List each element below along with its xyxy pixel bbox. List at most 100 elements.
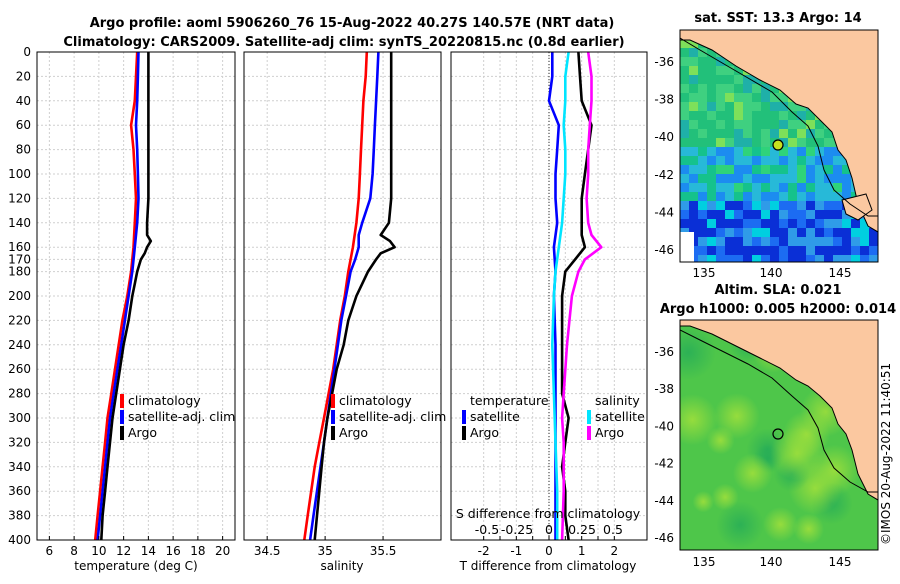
s-diff-label: S difference from climatology bbox=[456, 506, 641, 521]
sst-cell bbox=[689, 84, 698, 93]
t-diff-label: T difference from climatology bbox=[459, 559, 637, 573]
sst-cell bbox=[788, 246, 797, 255]
sst-cell bbox=[779, 228, 788, 237]
sst-cell bbox=[707, 138, 716, 147]
sst-cell bbox=[725, 84, 734, 93]
sst-cell bbox=[752, 147, 761, 156]
sst-cell bbox=[734, 84, 743, 93]
sst-cell bbox=[689, 75, 698, 84]
sst-cell bbox=[770, 174, 779, 183]
salinity-diff-legend: salinity satellite Argo bbox=[587, 393, 645, 440]
sst-cell bbox=[815, 192, 824, 201]
sst-cell bbox=[761, 138, 770, 147]
sst-cell bbox=[770, 201, 779, 210]
sst-cell bbox=[797, 120, 806, 129]
sst-cell bbox=[743, 192, 752, 201]
sst-cell bbox=[851, 237, 860, 246]
sst-cell bbox=[788, 165, 797, 174]
sst-cell bbox=[689, 111, 698, 120]
sst-map-ticks: -36 -38 -40 -42 -44 -46 135 140 145 bbox=[654, 55, 851, 280]
sst-cell bbox=[752, 237, 761, 246]
sst-cell bbox=[725, 246, 734, 255]
depth-tick-label: 170 bbox=[8, 252, 31, 266]
sst-cell bbox=[725, 75, 734, 84]
legend-salinity-title: salinity bbox=[595, 393, 640, 408]
sst-cell bbox=[752, 156, 761, 165]
sst-cell bbox=[707, 192, 716, 201]
sst-cell bbox=[734, 66, 743, 75]
sst-cell bbox=[824, 165, 833, 174]
sst-cell bbox=[743, 246, 752, 255]
sst-missing-cell bbox=[680, 232, 694, 262]
sst-cell bbox=[734, 246, 743, 255]
sst-cell bbox=[815, 120, 824, 129]
sst-cell bbox=[707, 93, 716, 102]
sst-cell bbox=[770, 129, 779, 138]
sst-cell bbox=[689, 192, 698, 201]
sst-cell bbox=[752, 174, 761, 183]
legend-swatch-t-argo bbox=[462, 426, 466, 440]
sst-cell bbox=[752, 210, 761, 219]
sst-cell bbox=[797, 192, 806, 201]
sst-cell bbox=[716, 111, 725, 120]
sst-cell bbox=[770, 246, 779, 255]
sst-cell bbox=[788, 183, 797, 192]
sst-cell bbox=[707, 48, 716, 57]
sst-cell bbox=[788, 228, 797, 237]
sst-cell bbox=[770, 156, 779, 165]
title-line-1: Argo profile: aoml 5906260_76 15-Aug-202… bbox=[90, 16, 615, 31]
sst-cell bbox=[707, 120, 716, 129]
sst-cell bbox=[680, 93, 689, 102]
sst-cell bbox=[851, 255, 860, 262]
sst-cell bbox=[788, 120, 797, 129]
sst-cell bbox=[734, 228, 743, 237]
sst-cell bbox=[824, 156, 833, 165]
sla-map-ticks: -36 -38 -40 -42 -44 -46 135 140 145 bbox=[654, 345, 851, 569]
sst-cell bbox=[716, 237, 725, 246]
sst-cell bbox=[734, 156, 743, 165]
series-line-satellite-adj-clim bbox=[96, 51, 140, 541]
sst-cell bbox=[743, 201, 752, 210]
sst-cell bbox=[815, 255, 824, 262]
sst-cell bbox=[806, 192, 815, 201]
sst-cell bbox=[779, 156, 788, 165]
sst-cell bbox=[698, 156, 707, 165]
map-lon-label: 135 bbox=[693, 555, 716, 569]
legend-temperature-title: temperature bbox=[470, 393, 549, 408]
temperature-panel: 6 8 10 12 14 16 18 20 temperature (deg C) clima… bbox=[36, 51, 236, 573]
sst-cell bbox=[833, 147, 842, 156]
series-line-salinity-satellite bbox=[550, 51, 570, 540]
sst-cell bbox=[815, 228, 824, 237]
sst-cell bbox=[761, 174, 770, 183]
legend-s-satellite: satellite bbox=[595, 409, 645, 424]
depth-tick-label: 300 bbox=[8, 411, 31, 425]
map-lat-label: -40 bbox=[654, 130, 674, 144]
map-lat-label: -38 bbox=[654, 382, 674, 396]
sst-cell bbox=[716, 246, 725, 255]
sst-cell bbox=[680, 219, 689, 228]
sst-cell bbox=[752, 183, 761, 192]
sst-cell bbox=[680, 120, 689, 129]
sst-cell bbox=[716, 147, 725, 156]
x-tick-label: 34.5 bbox=[254, 544, 281, 558]
sla-blob bbox=[680, 394, 718, 446]
sst-cell bbox=[806, 237, 815, 246]
sst-cell bbox=[689, 57, 698, 66]
sla-blob bbox=[680, 325, 716, 380]
map-lat-label: -36 bbox=[654, 345, 674, 359]
sst-cell bbox=[824, 255, 833, 262]
sst-cell bbox=[680, 129, 689, 138]
temperature-xlabel: temperature (deg C) bbox=[74, 559, 197, 573]
sst-cell bbox=[734, 75, 743, 84]
sst-cell bbox=[743, 156, 752, 165]
sst-cell bbox=[689, 120, 698, 129]
legend-swatch-argo bbox=[120, 426, 124, 440]
s-diff-tick-label: -0.25 bbox=[501, 522, 533, 537]
sst-cell bbox=[716, 192, 725, 201]
sst-cell bbox=[743, 228, 752, 237]
sst-cell bbox=[725, 120, 734, 129]
sst-cell bbox=[806, 111, 815, 120]
legend-swatch-s-satellite bbox=[587, 410, 591, 424]
sst-cell bbox=[689, 102, 698, 111]
